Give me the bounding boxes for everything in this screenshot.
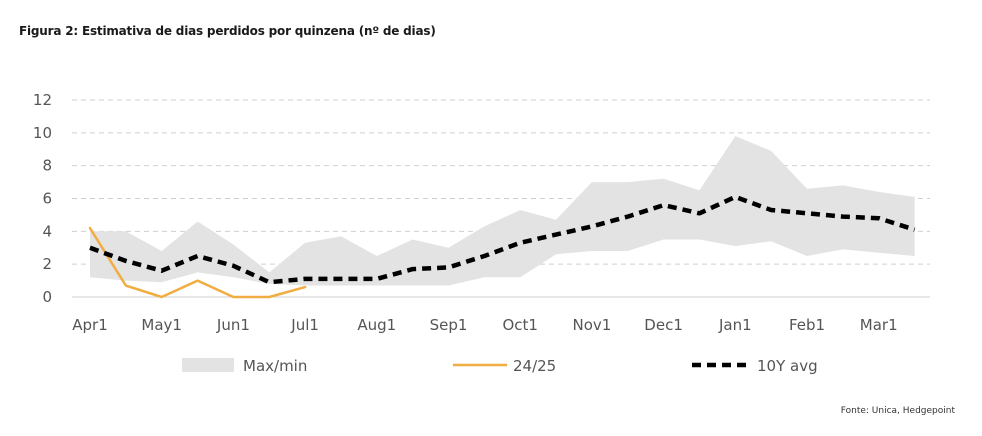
x-tick-label: Aug1 (357, 316, 396, 334)
x-axis-ticks: Apr1 May1 Jun1 Jul1 Aug1 Sep1 Oct1 Nov1 Dec1 Jan1… (72, 316, 897, 334)
legend-label: Max/min (243, 357, 307, 375)
y-tick-label: 2 (42, 255, 52, 273)
series-line-24-25 (88, 226, 307, 299)
legend-label: 10Y avg (757, 357, 818, 375)
y-axis-ticks: 0 2 4 6 8 10 12 (33, 91, 52, 306)
x-tick-label: Jan1 (718, 316, 752, 334)
x-tick-label: Jul1 (290, 316, 319, 334)
y-tick-label: 6 (42, 190, 52, 208)
x-tick-label: Jun1 (216, 316, 250, 334)
y-tick-label: 0 (42, 288, 52, 306)
series-lines (88, 194, 916, 299)
legend: Max/min 24/25 10Y avg (182, 357, 818, 375)
x-tick-label: Oct1 (502, 316, 537, 334)
x-tick-label: May1 (141, 316, 182, 334)
y-tick-label: 4 (42, 222, 52, 240)
band-max-min (90, 136, 915, 286)
x-tick-label: Sep1 (430, 316, 468, 334)
y-tick-label: 10 (33, 124, 52, 142)
legend-label: 24/25 (513, 357, 556, 375)
x-tick-label: Feb1 (789, 316, 825, 334)
max-min-band (90, 136, 915, 286)
chart-title: Figura 2: Estimativa de dias perdidos po… (19, 24, 436, 38)
x-tick-label: Nov1 (572, 316, 611, 334)
x-tick-label: Apr1 (72, 316, 108, 334)
x-tick-label: Dec1 (644, 316, 683, 334)
y-tick-label: 12 (33, 91, 52, 109)
x-tick-label: Mar1 (860, 316, 898, 334)
series-line-10y-avg (89, 194, 916, 285)
legend-swatch-band (182, 358, 234, 372)
y-tick-label: 8 (42, 157, 52, 175)
source-note: Fonte: Unica, Hedgepoint (840, 406, 955, 416)
